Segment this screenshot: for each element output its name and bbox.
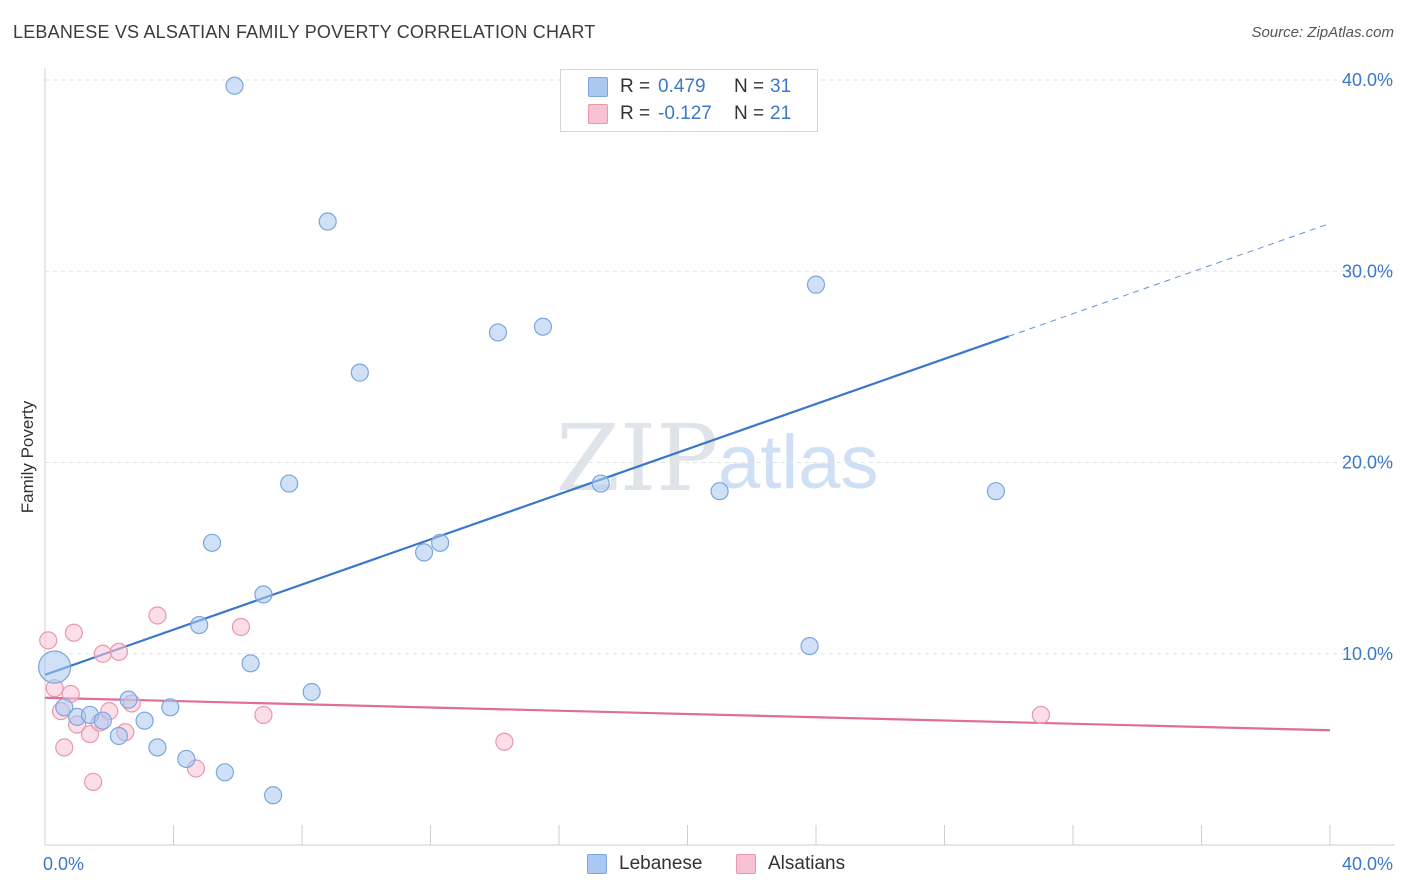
source-credit: Source: ZipAtlas.com <box>1251 24 1394 41</box>
point-lebanese <box>215 763 234 782</box>
point-lebanese <box>135 711 154 730</box>
legend-n-label: N = <box>734 76 765 97</box>
point-alsatians <box>39 631 58 650</box>
legend-r-value: 0.479 <box>658 76 706 97</box>
point-alsatians <box>64 623 84 642</box>
point-alsatians <box>495 732 514 751</box>
y-tick-label: 40.0% <box>1342 70 1393 90</box>
point-lebanese <box>38 650 72 684</box>
point-lebanese <box>986 482 1006 501</box>
point-alsatians <box>148 606 167 625</box>
point-lebanese <box>263 786 283 805</box>
y-tick-label: 10.0% <box>1342 644 1393 664</box>
point-lebanese <box>280 474 299 493</box>
point-lebanese <box>241 654 260 673</box>
point-lebanese <box>533 317 553 336</box>
point-alsatians <box>254 705 273 725</box>
point-lebanese <box>591 474 610 493</box>
point-lebanese <box>318 212 337 231</box>
grid <box>45 79 1395 655</box>
legend-r-label: R = <box>620 76 651 97</box>
legend-swatch-lebanese <box>588 77 608 97</box>
y-tick-label: 20.0% <box>1342 453 1393 473</box>
chart-title: LEBANESE VS ALSATIAN FAMILY POVERTY CORR… <box>13 22 596 42</box>
point-lebanese <box>431 533 450 552</box>
point-lebanese <box>93 711 112 730</box>
point-alsatians <box>93 644 112 663</box>
point-lebanese <box>488 323 508 342</box>
legend-swatch-alsatians <box>588 104 608 124</box>
legend-label-lebanese: Lebanese <box>619 853 703 874</box>
point-lebanese <box>109 726 128 746</box>
legend-r-label: R = <box>620 103 651 124</box>
tick-labels: 10.0% 20.0% 30.0% 40.0% 0.0% 40.0% <box>43 70 1393 874</box>
legend-n-value: 21 <box>770 103 792 124</box>
watermark-zip: ZIP <box>556 405 718 512</box>
point-lebanese <box>148 738 167 757</box>
trend-line-lebanese <box>44 335 1010 676</box>
point-lebanese <box>800 636 819 656</box>
point-lebanese <box>414 543 434 562</box>
point-lebanese <box>350 363 369 382</box>
point-alsatians <box>231 617 251 637</box>
point-lebanese <box>254 585 273 604</box>
legend-swatch-alsatians <box>736 854 756 874</box>
trend-line-extension-lebanese <box>1008 222 1331 337</box>
x-tick-label: 0.0% <box>43 854 84 874</box>
point-lebanese <box>806 275 826 294</box>
point-lebanese <box>225 76 244 95</box>
x-tick-label: 40.0% <box>1342 854 1393 874</box>
point-alsatians <box>55 738 74 757</box>
y-tick-label: 30.0% <box>1342 261 1393 281</box>
point-alsatians <box>84 772 103 791</box>
legend-label-alsatians: Alsatians <box>768 853 846 874</box>
point-lebanese <box>202 533 222 552</box>
point-lebanese <box>55 698 74 717</box>
axes <box>44 68 1395 846</box>
legend-row-alsatians: R = -0.127 N = 21 <box>561 101 817 127</box>
point-alsatians <box>109 642 128 661</box>
legend-swatch-lebanese <box>587 854 607 874</box>
watermark: ZIP atlas <box>556 405 879 512</box>
point-alsatians <box>1031 705 1050 725</box>
legend-n-value: 31 <box>770 76 792 97</box>
point-lebanese <box>710 482 729 501</box>
trend-line-alsatians <box>44 696 1331 732</box>
point-lebanese <box>190 615 209 635</box>
trend-lines <box>44 222 1331 732</box>
data-points <box>38 76 1050 805</box>
legend-r-value: -0.127 <box>658 103 712 124</box>
point-lebanese <box>119 690 138 709</box>
legend-row-lebanese: R = 0.479 N = 31 <box>561 74 817 100</box>
point-lebanese <box>302 682 321 702</box>
correlation-legend: R = 0.479 N = 31 R = -0.127 N = 21 <box>560 69 818 132</box>
point-lebanese <box>177 749 196 769</box>
point-lebanese <box>161 698 180 717</box>
legend-n-label: N = <box>734 103 765 124</box>
